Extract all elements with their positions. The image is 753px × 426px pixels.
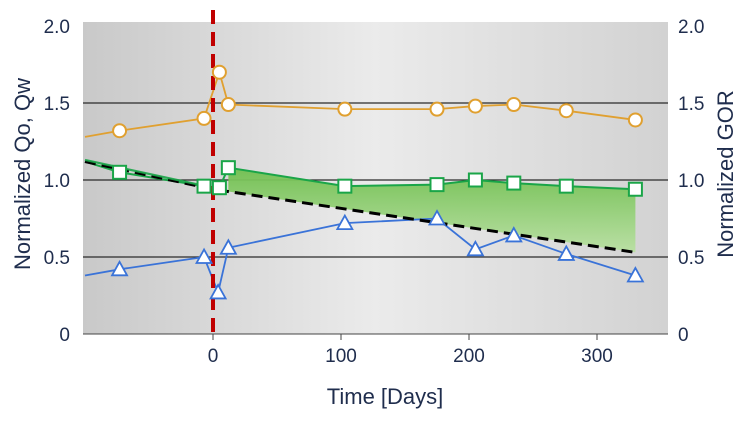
y-tick-label-right-1: 1.0 [678,171,704,192]
point-blue-0 [110,259,129,277]
point-green-8 [558,178,574,194]
y-tick-label-left-1.5: 1.5 [44,94,70,115]
point-green-7 [506,175,522,191]
tick-labels: 0 100 200 300 0 0.5 1.0 1.5 2.0 0 0.5 1.0 1.5 2.0 [44,17,705,367]
point-blue-4 [335,213,354,231]
point-blue-3 [219,238,238,255]
series-line-decline-trend-highlight [84,158,214,189]
y-tick-label-right-0.5: 0.5 [678,248,704,269]
x-tick-label-100: 100 [325,346,357,367]
point-green-5 [429,177,445,193]
point-green-2 [211,180,227,196]
point-orange-6 [467,98,483,114]
point-green-6 [467,172,483,188]
x-tick-label-300: 300 [581,346,613,367]
point-blue-2 [209,283,228,300]
y-tick-label-left-1: 1.0 [44,171,70,192]
x-tick-label-200: 200 [453,346,485,367]
point-green-3 [220,160,236,176]
y-tick-label-right-0: 0 [678,325,689,346]
point-orange-3 [220,97,236,113]
point-blue-8 [557,244,576,261]
point-orange-1 [196,110,212,126]
point-blue-5 [427,209,447,226]
point-green-1 [196,178,212,194]
point-orange-0 [112,123,128,139]
y-tick-label-right-1.5: 1.5 [678,94,704,115]
shaded-region [228,167,636,253]
y-tick-label-left-0.5: 0.5 [44,248,70,269]
plot-area [83,22,668,334]
point-orange-5 [429,101,445,117]
point-blue-1 [195,247,214,264]
point-blue-9 [626,266,645,283]
series-line-decline-trend [84,160,636,254]
y-tick-label-left-2: 2.0 [44,17,70,38]
y-axis-label-right: Normalized GOR [713,90,738,257]
point-green-0 [112,164,128,180]
point-orange-8 [558,103,574,119]
x-tick-label-0: 0 [208,346,219,367]
point-orange-9 [627,112,643,128]
point-green-4 [337,178,353,194]
point-blue-6 [466,239,485,257]
point-green-9 [627,181,643,197]
y-tick-label-left-0: 0 [59,325,70,346]
point-orange-7 [506,97,522,113]
y-tick-label-right-2: 2.0 [678,17,704,38]
point-orange-4 [337,101,353,117]
y-axis-label-left: Normalized Qo, Qw [10,78,35,270]
x-axis-label: Time [Days] [327,384,444,409]
point-orange-2 [211,64,227,80]
point-blue-7 [504,226,523,243]
marker-layer [110,64,645,300]
